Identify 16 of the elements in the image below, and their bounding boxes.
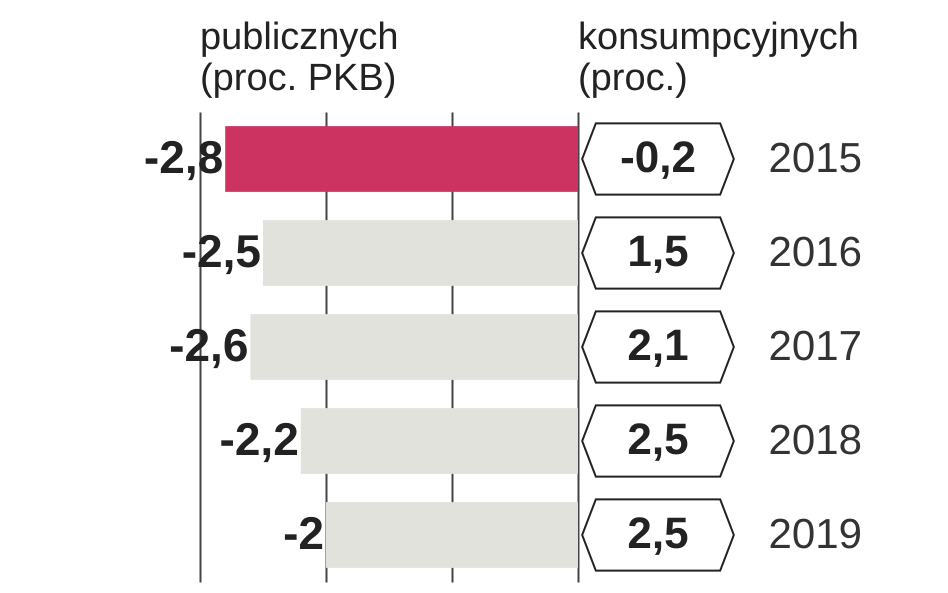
data-label: 1,5 <box>627 227 689 276</box>
data-label: 2,1 <box>627 321 689 370</box>
y-tick-label: 2018 <box>768 416 862 463</box>
y-tick-label: 2019 <box>768 510 862 557</box>
data-label: -2 <box>283 507 324 559</box>
text: konsumpcyjnych <box>578 16 859 58</box>
data-label: 2,5 <box>627 415 689 464</box>
y-tick-label: 2017 <box>768 322 862 369</box>
chart-subtitle: (proc. PKB) <box>200 57 396 99</box>
text: (proc.) <box>578 57 688 99</box>
y-tick-label: 2016 <box>768 228 862 275</box>
data-label: 2,5 <box>627 509 689 558</box>
y-tick-label: 2015 <box>768 134 862 181</box>
chart-title: publicznych <box>200 16 399 58</box>
data-label: -0,2 <box>620 133 696 182</box>
data-label: -2,2 <box>220 413 299 465</box>
